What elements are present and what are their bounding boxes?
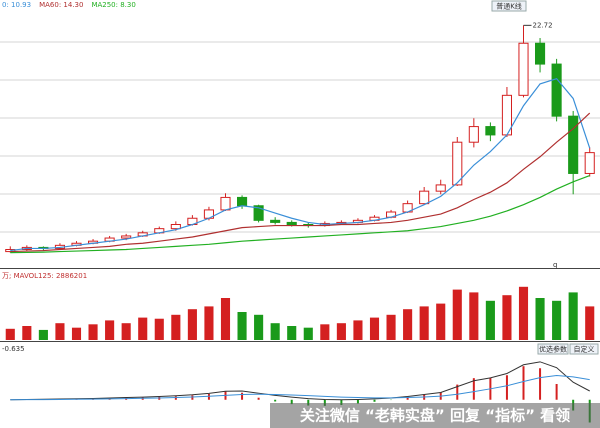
macd-button-label: 自定义 bbox=[574, 345, 595, 354]
macd-button[interactable] bbox=[537, 343, 569, 355]
macd-button[interactable] bbox=[569, 343, 599, 355]
candle-body bbox=[485, 126, 496, 136]
volume-bar bbox=[452, 289, 462, 340]
candle-body bbox=[286, 221, 297, 226]
macd-bar bbox=[472, 378, 475, 400]
macd-bar bbox=[373, 399, 376, 402]
macd-bar bbox=[505, 375, 508, 400]
volume-title: 万; MAVOL125: 2886201 bbox=[2, 272, 87, 280]
side-label: q bbox=[553, 261, 557, 269]
macd-bar bbox=[340, 399, 343, 405]
volume-bar bbox=[552, 300, 562, 340]
volume-bar bbox=[38, 329, 48, 340]
volume-bar bbox=[419, 306, 429, 340]
candle-body bbox=[551, 63, 562, 117]
legend-entry: 0: 10.93 bbox=[2, 1, 31, 9]
macd-bar bbox=[323, 399, 326, 406]
candle-body bbox=[170, 224, 181, 230]
macd-bar bbox=[307, 399, 310, 406]
macd-bar bbox=[539, 368, 542, 400]
candle-body bbox=[121, 235, 132, 239]
volume-bar bbox=[204, 306, 214, 340]
macd-bar bbox=[522, 366, 525, 400]
volume-bar bbox=[254, 314, 264, 340]
ma-line bbox=[10, 112, 591, 253]
candle-body bbox=[253, 205, 264, 221]
macd-bar bbox=[257, 397, 260, 400]
macd-bar bbox=[290, 399, 293, 405]
volume-bar bbox=[22, 326, 32, 340]
candle-body bbox=[270, 219, 281, 223]
volume-bar bbox=[220, 298, 231, 340]
volume-bar bbox=[187, 309, 197, 340]
volume-bar bbox=[55, 323, 65, 340]
volume-bar bbox=[270, 323, 280, 340]
volume-bar bbox=[518, 286, 529, 340]
candle-body bbox=[468, 126, 479, 143]
volume-bar bbox=[436, 303, 446, 340]
candle-body bbox=[435, 184, 446, 192]
volume-bar bbox=[88, 324, 98, 340]
volume-bar bbox=[568, 292, 578, 340]
volume-bar bbox=[154, 318, 164, 340]
volume-bar bbox=[386, 314, 396, 340]
macd-bar bbox=[356, 399, 359, 404]
candle-body bbox=[419, 190, 430, 205]
watermark: 关注微信 “老韩实盘” 回复 “指标” 看领 bbox=[300, 407, 570, 425]
macd-bar bbox=[274, 399, 277, 402]
macd-button-label: 优选参数 bbox=[539, 345, 567, 354]
volume-bar bbox=[5, 328, 15, 340]
candle-body bbox=[584, 152, 595, 174]
candle-body bbox=[452, 141, 463, 186]
price-grid bbox=[0, 41, 600, 233]
candle-body bbox=[518, 42, 529, 96]
watermark-band bbox=[270, 403, 600, 428]
volume-bar bbox=[469, 292, 479, 340]
volume-bar bbox=[353, 320, 363, 340]
top-button-label: 普通K线 bbox=[496, 2, 522, 11]
volume-bar bbox=[502, 295, 512, 340]
macd-title: -0.635 bbox=[2, 345, 25, 353]
volume-bar bbox=[171, 314, 181, 340]
top-button[interactable] bbox=[491, 0, 527, 12]
volume-bar bbox=[336, 323, 346, 340]
macd-bar bbox=[207, 393, 210, 400]
volume-bar bbox=[105, 320, 115, 340]
volume-bar bbox=[535, 298, 545, 340]
macd-bar bbox=[456, 384, 459, 400]
high-label: 22.72 bbox=[533, 21, 553, 29]
volume-bar bbox=[585, 306, 595, 340]
volume-bar bbox=[237, 312, 247, 340]
volume-bar bbox=[403, 309, 413, 340]
volume-bar bbox=[303, 327, 313, 340]
volume-bar bbox=[71, 327, 82, 340]
legend-entry: MA250: 8.30 bbox=[91, 1, 135, 9]
macd-bar bbox=[241, 392, 244, 400]
candle-body bbox=[568, 115, 579, 174]
volume-bar bbox=[121, 323, 131, 340]
candle-body bbox=[220, 196, 231, 211]
ma-line bbox=[10, 77, 591, 252]
legend-entry: MA60: 14.30 bbox=[39, 1, 83, 9]
macd-bar bbox=[191, 395, 194, 400]
volume-bar bbox=[320, 324, 330, 340]
volume-bar bbox=[485, 300, 495, 340]
macd-bar bbox=[406, 397, 409, 400]
volume-bar bbox=[138, 317, 148, 340]
macd-dif bbox=[10, 361, 590, 401]
candle-body bbox=[535, 42, 546, 65]
macd-bar bbox=[555, 384, 558, 400]
volume-bar bbox=[369, 317, 380, 340]
volume-bar bbox=[287, 326, 297, 340]
macd-dea bbox=[10, 375, 590, 401]
ma-line bbox=[10, 174, 590, 254]
candle-body bbox=[237, 196, 248, 207]
